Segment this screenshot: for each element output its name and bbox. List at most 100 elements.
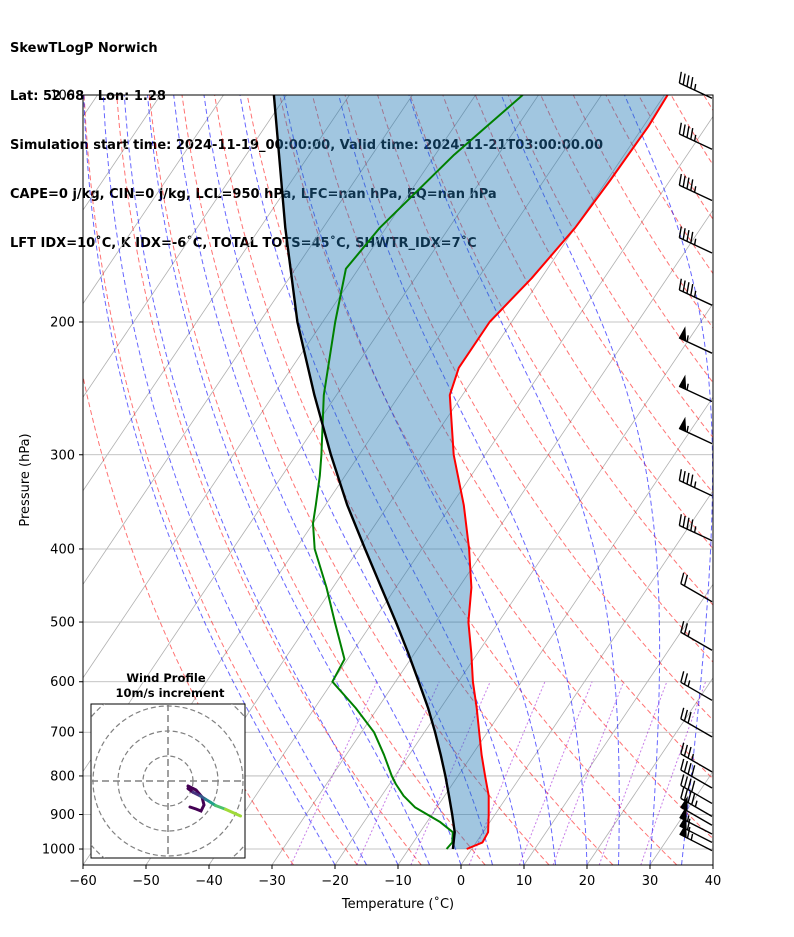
isotherm-line	[776, 95, 794, 865]
mixing-ratio-line	[468, 681, 546, 865]
wind-barb	[678, 173, 713, 202]
hodograph-trace	[214, 804, 227, 811]
dry-adiabat	[736, 95, 794, 865]
isotherm-line	[712, 864, 713, 865]
isotherm-line	[586, 677, 713, 865]
x-tick-label: −60	[69, 874, 96, 889]
isotherm-line	[83, 95, 476, 679]
mixing-ratio-line	[552, 681, 625, 865]
dewpoint-line	[312, 95, 524, 850]
mixing-ratio-lines	[290, 681, 707, 865]
dry-adiabat	[116, 95, 422, 865]
dry-adiabat	[442, 95, 713, 550]
indices-line-1: CAPE=0 j/kg, CIN=0 j/kg, LCL=950 hPa, LF…	[10, 187, 497, 203]
moist-adiabat	[102, 95, 367, 865]
wind-barb	[680, 758, 713, 789]
chart-title: SkewTLogP Norwich	[10, 40, 158, 56]
y-tick-label: 400	[50, 542, 75, 557]
dry-adiabat	[409, 95, 713, 606]
wind-barb	[678, 122, 713, 150]
wind-barb	[680, 774, 713, 805]
x-axis-label: Temperature (˚C)	[341, 896, 454, 912]
header: SkewTLogP Norwich Lat: 52.68 Lon: 1.28 S…	[10, 8, 603, 269]
y-tick-label: 100	[50, 89, 75, 104]
dry-adiabat	[148, 95, 486, 865]
x-tick-label: 30	[642, 874, 659, 889]
isotherm-line	[271, 209, 713, 865]
dry-adiabat	[474, 95, 713, 494]
x-tick-label: −20	[321, 874, 348, 889]
wind-barb	[680, 621, 713, 651]
dry-adiabat	[605, 95, 713, 275]
hodograph-trace	[186, 784, 206, 813]
mixing-ratio-line	[356, 681, 440, 865]
wind-barb	[679, 806, 713, 835]
y-axis-ticks: 100 200 300 400 500 600 700 800 900 1000	[42, 89, 83, 858]
dry-adiabat	[83, 95, 358, 865]
dry-adiabat	[344, 95, 713, 721]
dry-adiabat	[246, 95, 678, 865]
wind-barb	[678, 71, 713, 99]
cape-shading	[273, 95, 668, 849]
hodograph-inset: Wind Profile 10m/s increment	[90, 671, 246, 859]
mixing-ratio-line	[518, 681, 593, 865]
dry-adiabat	[670, 95, 713, 166]
moist-adiabat	[173, 95, 462, 865]
moist-adiabat	[712, 861, 713, 865]
isotherm-line	[83, 95, 413, 586]
moist-adiabat	[83, 95, 336, 865]
x-tick-label: 40	[705, 874, 722, 889]
wind-barb	[678, 514, 713, 542]
moist-adiabat	[123, 95, 399, 865]
moist-adiabat	[147, 95, 430, 865]
y-tick-label: 800	[50, 769, 75, 784]
x-tick-label: −50	[132, 874, 159, 889]
dry-adiabat	[181, 95, 550, 865]
dry-adiabat	[83, 374, 294, 865]
isotherm-line	[397, 396, 713, 865]
time-label: Simulation start time: 2024-11-19_00:00:…	[10, 138, 603, 154]
dry-adiabat	[311, 95, 713, 780]
x-tick-label: 10	[516, 874, 533, 889]
x-axis-ticks: −60 −50 −40 −30 −20 −10 0 10 20 30 40	[69, 865, 721, 889]
dry-adiabat	[703, 95, 713, 112]
wind-barb	[678, 278, 713, 306]
wind-barb	[680, 707, 713, 738]
mixing-ratio-line	[598, 681, 668, 865]
wind-barb	[678, 469, 713, 497]
dry-adiabat	[769, 95, 794, 865]
temperature-line	[448, 95, 669, 850]
y-tick-label: 900	[50, 808, 75, 823]
isotherm-line	[83, 95, 350, 492]
y-axis-label: Pressure (hPa)	[18, 433, 33, 526]
y-tick-label: 600	[50, 675, 75, 690]
x-tick-label: −10	[384, 874, 411, 889]
mixing-ratio-line	[640, 681, 707, 865]
wind-barb	[680, 742, 713, 773]
y-tick-label: 300	[50, 448, 75, 463]
wind-barb	[678, 226, 713, 254]
moist-adiabat	[283, 95, 556, 865]
indices-line-2: LFT IDX=10˚C, K IDX=-6˚C, TOTAL TOTS=45˚…	[10, 236, 477, 252]
dry-adiabat	[638, 95, 713, 221]
isotherm-line	[83, 95, 224, 305]
y-tick-label: 200	[50, 315, 75, 330]
y-tick-label: 700	[50, 726, 75, 741]
wind-barb	[680, 671, 713, 701]
wind-barb	[678, 416, 713, 445]
hodograph-trace	[224, 807, 242, 818]
dry-adiabat	[214, 95, 614, 865]
parcel-line	[272, 95, 456, 850]
isotherm-line	[83, 95, 287, 398]
isotherm-line	[334, 302, 713, 865]
hodograph-subtitle: 10m/s increment	[116, 686, 225, 700]
x-tick-label: 0	[457, 874, 465, 889]
mixing-ratio-line	[410, 681, 491, 865]
wind-barb	[680, 572, 713, 603]
x-tick-label: −40	[195, 874, 222, 889]
wind-barb	[678, 326, 713, 354]
hodograph-title: Wind Profile	[126, 671, 206, 685]
x-tick-label: −30	[258, 874, 285, 889]
x-tick-label: 20	[579, 874, 596, 889]
